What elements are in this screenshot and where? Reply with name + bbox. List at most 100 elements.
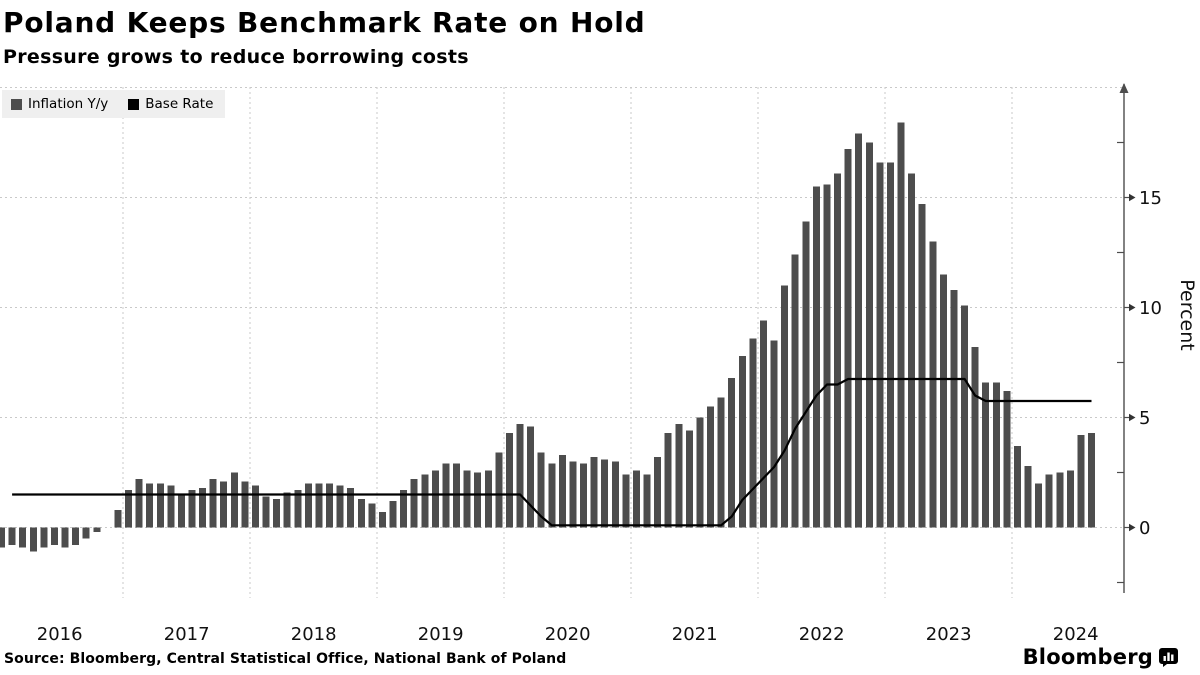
inflation-bar	[1045, 474, 1053, 528]
inflation-bar	[738, 355, 746, 528]
inflation-bar	[611, 461, 619, 528]
inflation-bar	[93, 527, 101, 532]
inflation-bar	[558, 454, 566, 528]
bloomberg-chart-bubble-icon	[1159, 647, 1178, 667]
inflation-bar	[643, 474, 651, 528]
inflation-bar	[961, 305, 969, 528]
inflation-bar	[664, 432, 672, 528]
inflation-bar	[304, 483, 312, 528]
inflation-bar	[72, 527, 80, 546]
inflation-bar	[400, 490, 408, 528]
inflation-swatch-icon	[11, 98, 22, 110]
inflation-bar	[717, 397, 725, 528]
inflation-bar	[601, 459, 609, 528]
inflation-bar	[273, 498, 281, 528]
x-axis-year-label: 2021	[672, 624, 718, 645]
inflation-bar	[685, 430, 693, 528]
x-axis-year-label: 2024	[1053, 624, 1099, 645]
inflation-bar	[156, 483, 164, 528]
inflation-bar	[812, 186, 820, 528]
inflation-bar	[315, 483, 323, 528]
inflation-bar	[876, 162, 884, 528]
inflation-bar	[326, 483, 334, 528]
legend-item-base-rate: Base Rate	[128, 96, 213, 112]
inflation-bar	[1088, 432, 1096, 528]
inflation-bar	[251, 485, 259, 528]
inflation-bar	[357, 498, 365, 528]
inflation-bar	[1035, 483, 1043, 528]
inflation-bar	[368, 503, 376, 528]
x-axis-year-label: 2023	[926, 624, 972, 645]
inflation-bar	[230, 472, 238, 528]
inflation-bar	[939, 274, 947, 528]
inflation-bar	[1024, 465, 1032, 528]
inflation-bar	[1066, 470, 1074, 528]
inflation-bar	[950, 289, 958, 528]
inflation-bar	[527, 426, 535, 528]
inflation-bar	[82, 527, 90, 539]
inflation-bar	[220, 481, 228, 528]
source-note: Source: Bloomberg, Central Statistical O…	[4, 651, 567, 667]
base-rate-swatch-icon	[128, 98, 140, 110]
inflation-bar	[421, 474, 429, 528]
inflation-bar	[759, 320, 767, 528]
inflation-bar	[590, 457, 598, 528]
inflation-bar	[802, 221, 810, 528]
inflation-bar	[40, 527, 48, 548]
inflation-bar	[982, 382, 990, 528]
inflation-bar	[707, 406, 715, 528]
x-axis-year-label: 2017	[164, 624, 210, 645]
inflation-bar	[696, 417, 704, 528]
inflation-bar	[283, 492, 291, 528]
svg-text:10: 10	[1139, 298, 1162, 319]
inflation-bar	[378, 512, 386, 528]
inflation-bar	[537, 452, 545, 528]
inflation-bar	[135, 479, 143, 528]
x-axis-year-label: 2022	[799, 624, 845, 645]
inflation-bar	[580, 463, 588, 528]
inflation-bar	[865, 142, 873, 528]
x-axis-year-label: 2016	[37, 624, 83, 645]
inflation-bar	[188, 490, 196, 528]
inflation-bar	[770, 340, 778, 528]
inflation-bar	[929, 241, 937, 528]
chart-subtitle: Pressure grows to reduce borrowing costs	[3, 46, 469, 68]
inflation-bar	[61, 527, 69, 548]
y-axis-title: Percent	[1176, 279, 1198, 351]
chart-legend: Inflation Y/y Base Rate	[2, 90, 226, 118]
inflation-bar	[992, 382, 1000, 528]
inflation-bar	[114, 509, 122, 528]
inflation-bar	[886, 162, 894, 528]
inflation-bar	[569, 461, 577, 528]
inflation-bar	[548, 463, 556, 528]
inflation-bar	[199, 487, 207, 528]
inflation-bar	[1013, 446, 1021, 528]
legend-label-inflation: Inflation Y/y	[28, 96, 109, 112]
inflation-bar	[1003, 391, 1011, 528]
inflation-bar	[209, 479, 217, 528]
inflation-bar	[1056, 472, 1064, 528]
inflation-bar	[50, 527, 58, 546]
inflation-bar	[495, 452, 503, 528]
inflation-bar	[834, 173, 842, 528]
inflation-bar	[728, 377, 736, 528]
x-axis-year-label: 2020	[545, 624, 591, 645]
inflation-bar	[918, 204, 926, 528]
inflation-bar	[146, 483, 154, 528]
x-axis-year-label: 2018	[291, 624, 337, 645]
inflation-bar	[516, 424, 524, 528]
inflation-bar	[632, 470, 640, 528]
inflation-bar	[463, 470, 471, 528]
inflation-bar	[8, 527, 16, 546]
inflation-bar	[125, 490, 132, 528]
inflation-bar	[294, 490, 302, 528]
bloomberg-brand: Bloomberg	[1023, 645, 1178, 669]
inflation-bar	[844, 149, 852, 528]
inflation-bar	[1077, 435, 1085, 528]
inflation-bar	[262, 496, 270, 528]
bloomberg-wordmark: Bloomberg	[1022, 645, 1153, 669]
inflation-bar	[431, 470, 439, 528]
base-rate-line	[12, 377, 1092, 527]
